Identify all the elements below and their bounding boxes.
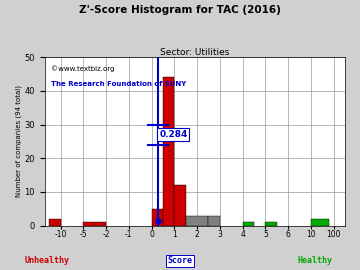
Bar	[174, 185, 186, 226]
Bar	[152, 209, 163, 226]
Text: Score: Score	[167, 256, 193, 265]
Text: 0.284: 0.284	[159, 130, 188, 139]
Bar	[49, 219, 60, 226]
Bar	[311, 219, 329, 226]
Bar	[243, 222, 254, 226]
Bar	[186, 215, 208, 226]
Bar	[83, 222, 106, 226]
Y-axis label: Number of companies (94 total): Number of companies (94 total)	[15, 85, 22, 197]
Text: The Research Foundation of SUNY: The Research Foundation of SUNY	[51, 81, 186, 87]
Bar	[208, 215, 220, 226]
Bar	[265, 222, 277, 226]
Text: Healthy: Healthy	[297, 256, 333, 265]
Text: ©www.textbiz.org: ©www.textbiz.org	[51, 66, 114, 72]
Text: Z'-Score Histogram for TAC (2016): Z'-Score Histogram for TAC (2016)	[79, 5, 281, 15]
Bar	[163, 77, 174, 226]
Title: Sector: Utilities: Sector: Utilities	[160, 48, 230, 57]
Text: Unhealthy: Unhealthy	[24, 256, 69, 265]
